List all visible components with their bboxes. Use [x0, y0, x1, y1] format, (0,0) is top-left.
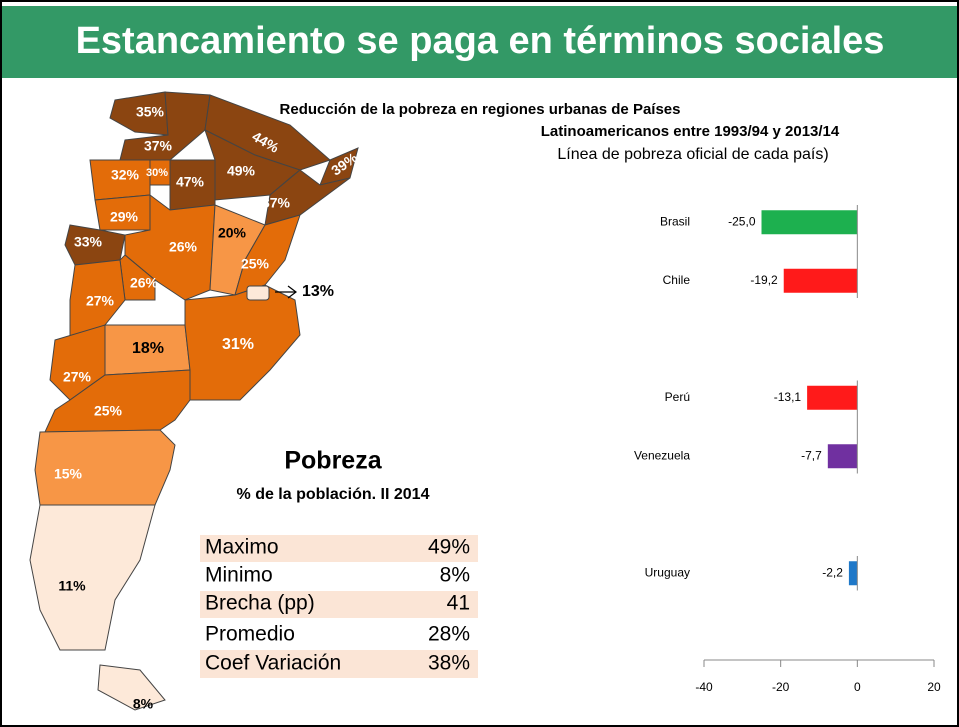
map-label: 47% [176, 174, 205, 190]
x-tick-label: 0 [854, 680, 861, 694]
table-value: 8% [440, 564, 470, 587]
y-tick-label: Chile [663, 273, 691, 287]
table-title: Pobreza [284, 447, 382, 475]
bar [761, 210, 858, 235]
row-band [200, 591, 478, 618]
table-label: Coef Variación [205, 652, 341, 675]
table-label: Brecha (pp) [205, 592, 315, 615]
map-label: 30% [146, 167, 168, 179]
table-value: 38% [428, 652, 470, 675]
table-value: 41 [447, 592, 470, 615]
map-label: 27% [86, 293, 115, 309]
bar [807, 385, 858, 410]
value-label: -13,1 [774, 390, 802, 404]
province [246, 285, 270, 301]
y-tick-label: Uruguay [645, 565, 690, 579]
row-band [200, 650, 478, 678]
x-tick-label: 20 [927, 680, 941, 694]
province [109, 91, 169, 136]
table-subtitle: % de la población. II 2014 [237, 486, 430, 503]
province [119, 254, 156, 301]
map-label: 32% [111, 167, 140, 183]
row-band [200, 535, 478, 562]
arrow-head [287, 285, 297, 299]
table-label: Minimo [205, 564, 273, 587]
map-label: 27% [63, 369, 92, 385]
table-value: 28% [428, 623, 470, 646]
value-label: -2,2 [822, 565, 843, 579]
map-label: 33% [74, 234, 103, 250]
map-label: 25% [241, 256, 270, 272]
x-tick-label: -40 [695, 680, 713, 694]
chart-subtitle: Línea de pobreza oficial de cada país) [557, 146, 828, 163]
map-label: 15% [54, 466, 83, 482]
province [44, 369, 191, 433]
table-label: Promedio [205, 623, 295, 646]
map-label: 26% [169, 239, 198, 255]
map-label: 35% [136, 104, 165, 120]
map-label: 31% [222, 336, 254, 353]
value-label: -19,2 [750, 273, 778, 287]
x-tick-label: -20 [772, 680, 790, 694]
bar [827, 444, 858, 469]
map: 35%37% 44%39%32% 30%47%49%37%29%33% 26%20%2… [29, 91, 361, 712]
province [97, 664, 166, 711]
map-label: 13% [302, 283, 334, 300]
chart-title: Reducción de la pobreza en regiones urba… [280, 101, 681, 118]
map-label: 25% [94, 403, 123, 419]
y-tick-label: Venezuela [634, 448, 690, 462]
map-label: 29% [110, 209, 139, 225]
value-label: -7,7 [801, 448, 822, 462]
map-label: 8% [133, 696, 154, 712]
table-label: Maximo [205, 536, 279, 559]
map-label: 11% [58, 578, 86, 594]
map-label: 37% [262, 195, 291, 211]
chart-title: Latinoamericanos entre 1993/94 y 2013/14 [541, 123, 840, 140]
map-label: 49% [227, 163, 256, 179]
map-label: 20% [218, 225, 247, 241]
value-label: -25,0 [728, 214, 756, 228]
bar [848, 561, 858, 586]
map-label: 18% [132, 340, 164, 357]
table-value: 49% [428, 536, 470, 559]
province [29, 504, 156, 651]
header-title: Estancamiento se paga en términos social… [76, 20, 885, 62]
map-label: 37% [144, 138, 173, 154]
header-band [2, 6, 957, 78]
y-tick-label: Brasil [660, 214, 690, 228]
province [34, 429, 176, 506]
bar [783, 268, 858, 293]
map-label: 26% [130, 275, 159, 291]
y-tick-label: Perú [665, 390, 690, 404]
